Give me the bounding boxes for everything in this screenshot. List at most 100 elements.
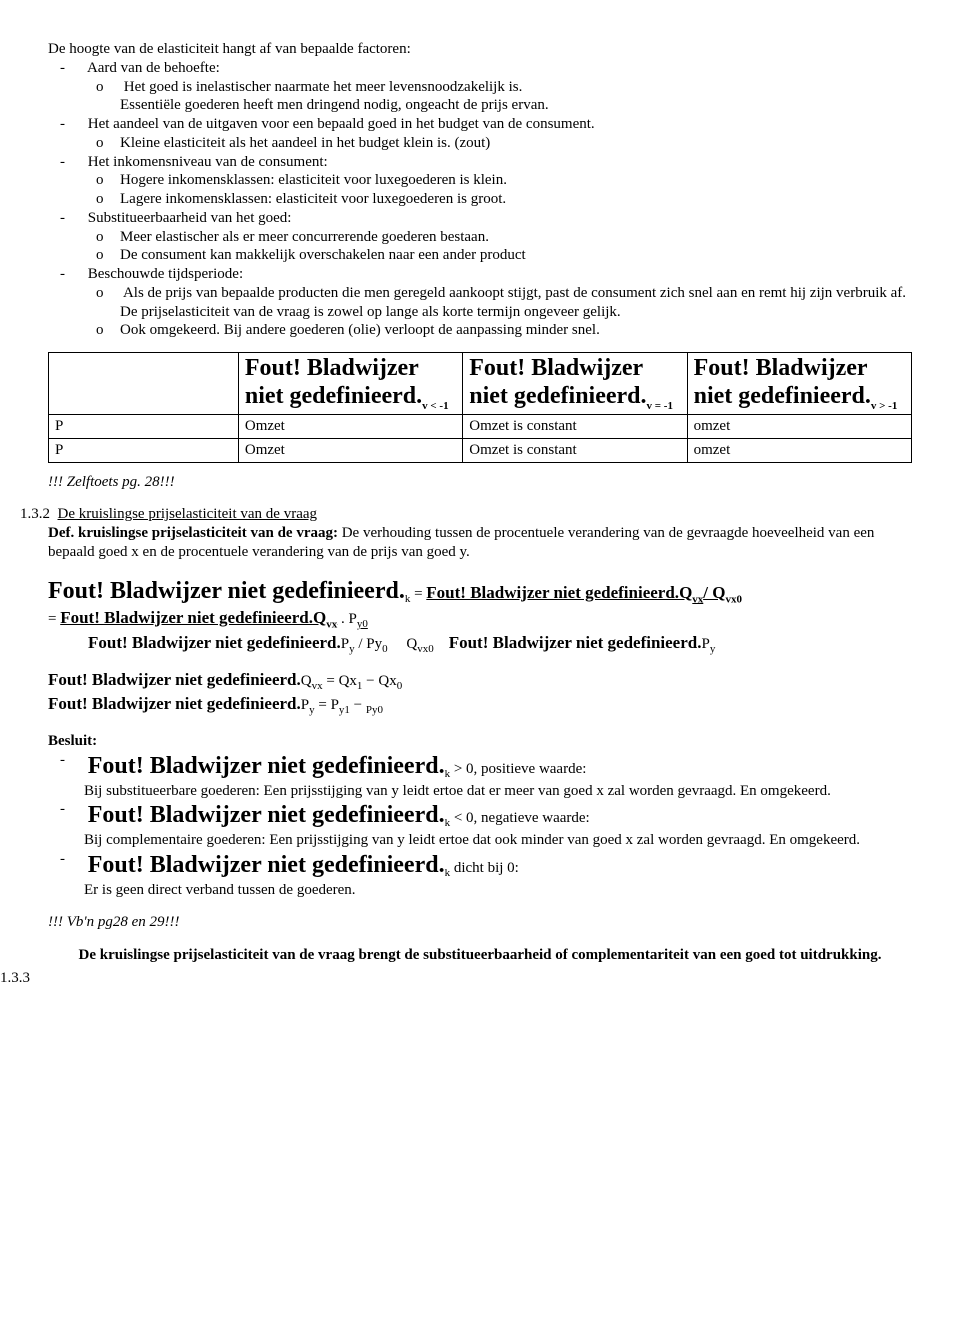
dq-vx: vx	[312, 680, 323, 692]
formula-eq: =	[414, 586, 426, 602]
formula-err-med4: Fout! Bladwijzer niet gedefinieerd.	[449, 633, 702, 652]
table-hdr-3: Fout! Bladwijzer niet gedefinieerd.v > -…	[687, 353, 911, 415]
factor5-sub1-text: Als de prijs van bepaalde producten die …	[123, 285, 906, 301]
table-cell: P	[49, 415, 239, 439]
table-hdr-empty	[49, 353, 239, 415]
table-cell: P	[49, 438, 239, 462]
sec-1-3-3-num: 1.3.3	[0, 970, 30, 986]
formula-delta-p: Fout! Bladwijzer niet gedefinieerd.Py = …	[48, 693, 912, 718]
besluit-item-2: Fout! Bladwijzer niet gedefinieerd.k < 0…	[84, 800, 912, 850]
formula-err-med: Fout! Bladwijzer niet gedefinieerd.	[426, 583, 679, 602]
formula-line2: = Fout! Bladwijzer niet gedefinieerd.Qvx…	[48, 607, 912, 632]
factor2-title: Het aandeel van de uitgaven voor een bep…	[88, 116, 595, 132]
table-hdr-1: Fout! Bladwijzer niet gedefinieerd.v < -…	[238, 353, 462, 415]
factor1-sub1b-text: Essentiële goederen heeft men dringend n…	[120, 97, 549, 113]
table-cell: omzet	[687, 438, 911, 462]
factor-aandeel: Het aandeel van de uitgaven voor een bep…	[84, 115, 912, 153]
factor5-sub2: Ook omgekeerd. Bij andere goederen (olie…	[120, 321, 912, 340]
formula-rhs-1: Fout! Bladwijzer niet gedefinieerd.Qvx/ …	[426, 583, 742, 602]
zelftoets-note: !!! Zelftoets pg. 28!!!	[48, 473, 912, 492]
intro-line: De hoogte van de elasticiteit hangt af v…	[48, 40, 912, 59]
dp-minus: −	[354, 697, 366, 713]
dp-P: P	[301, 697, 309, 713]
dq-minus: − Qx	[366, 673, 397, 689]
formula-err-med2: Fout! Bladwijzer niet gedefinieerd.	[60, 608, 313, 627]
factor3-sub1: Hogere inkomensklassen: elasticiteit voo…	[120, 171, 912, 190]
besluit3-err: Fout! Bladwijzer niet gedefinieerd.	[88, 852, 445, 878]
factor1-sub1: Het goed is inelastischer naarmate het m…	[120, 78, 912, 116]
f-over: / Py	[358, 636, 382, 652]
factor-inkomen: Het inkomensniveau van de consument: Hog…	[84, 153, 912, 209]
closing-statement: De kruislingse prijselasticiteit van de …	[48, 946, 912, 965]
formula-dot: . P	[341, 611, 357, 627]
formula-err-large: Fout! Bladwijzer niet gedefinieerd.	[48, 578, 405, 604]
besluit1-text: Bij substitueerbare goederen: Een prijss…	[84, 783, 831, 799]
table-hdr2-sub: v = -1	[647, 399, 673, 411]
factor4-title: Substitueerbaarheid van het goed:	[88, 210, 292, 226]
besluit-label: Besluit:	[48, 732, 912, 751]
sec-1-3-3: 1.3.3	[48, 969, 912, 988]
factor-aard: Aard van de behoefte: Het goed is inelas…	[84, 59, 912, 115]
formula-qvx: vx	[692, 593, 703, 605]
f-Py2sub: y	[710, 643, 716, 655]
f-qvx0: vx0	[417, 643, 434, 655]
table-hdr3-err: Fout! Bladwijzer niet gedefinieerd.	[694, 355, 871, 409]
dq-0: 0	[397, 680, 403, 692]
table-cell: Omzet is constant	[463, 415, 687, 439]
formula-line1: Fout! Bladwijzer niet gedefinieerd.k = F…	[48, 576, 912, 607]
table-cell: Omzet	[238, 438, 462, 462]
f-py-sub: y	[349, 643, 355, 655]
elasticity-table: Fout! Bladwijzer niet gedefinieerd. v < -…	[48, 352, 912, 463]
besluit-item-1: Fout! Bladwijzer niet gedefinieerd.k > 0…	[84, 751, 912, 801]
factor1-sub1-text: Het goed is inelastischer naarmate het m…	[124, 79, 523, 95]
dp-eq: = P	[318, 697, 339, 713]
table-cell: Omzet is constant	[463, 438, 687, 462]
table-row: P Omzet Omzet is constant omzet	[49, 415, 912, 439]
factor1-title: Aard van de behoefte:	[87, 60, 220, 76]
formula-delta-q: Fout! Bladwijzer niet gedefinieerd.Qvx =…	[48, 669, 912, 694]
factor3-sub2: Lagere inkomensklassen: elasticiteit voo…	[120, 190, 912, 209]
besluit2-err: Fout! Bladwijzer niet gedefinieerd.	[88, 802, 445, 828]
section-def: Def. kruislingse prijselasticiteit van d…	[48, 524, 912, 562]
table-cell: Omzet	[238, 415, 462, 439]
formula-slash: / Q	[703, 583, 725, 602]
table-hdr-2: Fout! Bladwijzer niet gedefinieerd.v = -…	[463, 353, 687, 415]
dq-eq: = Qx	[326, 673, 357, 689]
dp-y1: y1	[339, 704, 350, 716]
besluit-item-3: Fout! Bladwijzer niet gedefinieerd.k dic…	[84, 850, 912, 900]
table-row: P Omzet Omzet is constant omzet	[49, 438, 912, 462]
factor-tijdsperiode: Beschouwde tijdsperiode: Als de prijs va…	[84, 265, 912, 340]
dp-y0: Py0	[366, 704, 383, 716]
factor5-sub1b-text: De prijselasticiteit van de vraag is zow…	[120, 304, 621, 320]
besluit2-text: Bij complementaire goederen: Een prijsst…	[84, 832, 860, 848]
formula-qvx0: vx0	[726, 593, 743, 605]
table-hdr3-sub: v > -1	[871, 399, 897, 411]
besluit2-cond: < 0, negatieve waarde:	[450, 810, 590, 826]
formula-errQ: Fout! Bladwijzer niet gedefinieerd.	[48, 670, 301, 689]
section-title: De kruislingse prijselasticiteit van de …	[58, 506, 318, 522]
factor4-sub1: Meer elastischer als er meer concurreren…	[120, 228, 912, 247]
f-Py2: P	[701, 636, 709, 652]
def-label: Def. kruislingse prijselasticiteit van d…	[48, 525, 338, 541]
dq-1: 1	[357, 680, 363, 692]
besluit-list: Fout! Bladwijzer niet gedefinieerd.k > 0…	[84, 751, 912, 900]
formula-eq2: =	[48, 611, 60, 627]
section-number: 1.3.2	[20, 506, 50, 522]
formula-err-med3: Fout! Bladwijzer niet gedefinieerd.	[88, 633, 341, 652]
formula-sub-k: k	[405, 593, 411, 605]
table-hdr1-sub: v < -1	[422, 399, 448, 411]
formula-py0: y0	[357, 618, 368, 630]
table-hdr2-err: Fout! Bladwijzer niet gedefinieerd.	[469, 355, 646, 409]
f-py0b: 0	[382, 643, 388, 655]
factor5-sub1: Als de prijs van bepaalde producten die …	[120, 284, 912, 322]
dq-Q: Q	[301, 673, 312, 689]
factors-list: Aard van de behoefte: Het goed is inelas…	[84, 59, 912, 340]
factor2-sub1: Kleine elasticiteit als het aandeel in h…	[120, 134, 912, 153]
besluit1-cond: > 0, positieve waarde:	[450, 761, 586, 777]
factor-substitueerbaarheid: Substitueerbaarheid van het goed: Meer e…	[84, 209, 912, 265]
factor4-sub2: De consument kan makkelijk overschakelen…	[120, 246, 912, 265]
section-heading: 1.3.2 De kruislingse prijselasticiteit v…	[20, 505, 912, 524]
vb-note: !!! Vb'n pg28 en 29!!!	[48, 913, 912, 932]
formula-line2-lhs: Fout! Bladwijzer niet gedefinieerd.Qvx	[60, 608, 337, 627]
factor5-title: Beschouwde tijdsperiode:	[88, 266, 243, 282]
